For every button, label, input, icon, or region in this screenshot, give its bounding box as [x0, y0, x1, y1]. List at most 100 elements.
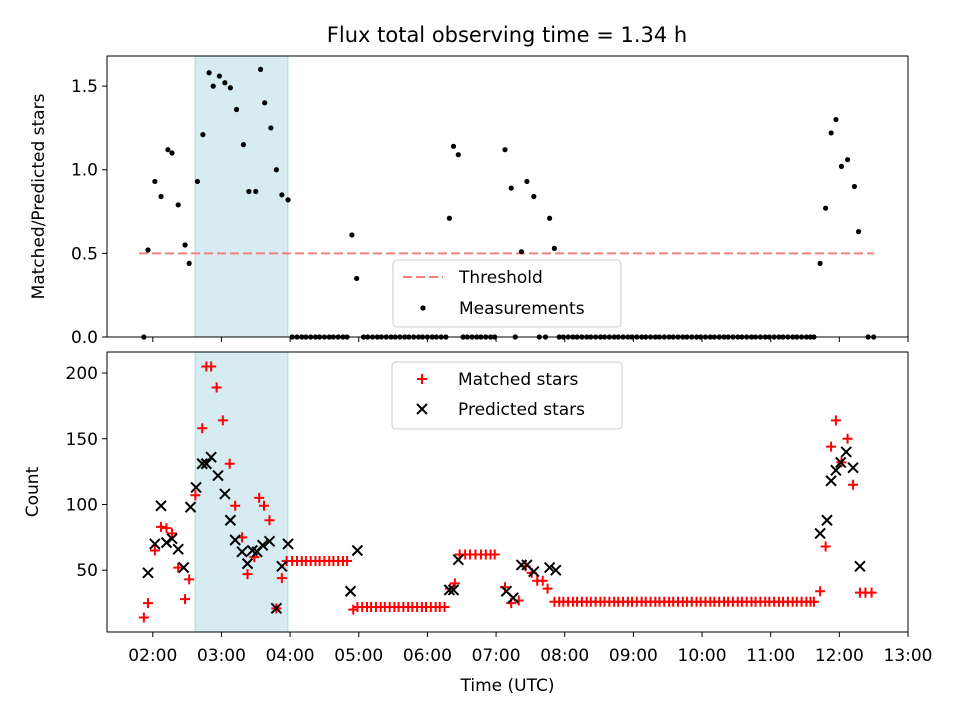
measurement-point: [216, 73, 222, 79]
predicted-star-point: [160, 536, 173, 549]
measurement-point: [210, 83, 216, 89]
x-tick-label: 12:00: [815, 646, 864, 666]
predicted-star-point: [452, 553, 465, 566]
measurement-point: [531, 193, 537, 200]
y-tick-label: 1.5: [71, 77, 98, 97]
matched-star-point: [264, 515, 275, 526]
matched-star-point: [826, 441, 837, 452]
predicted-star-point: [825, 475, 837, 487]
bottom-axes-frame: [106, 351, 909, 633]
x-tick-label: 07:00: [472, 646, 521, 666]
predicted-star-point: [219, 488, 231, 500]
measurement-point: [354, 275, 360, 282]
predicted-star-point: [256, 539, 269, 551]
x-tick-label: 06:00: [403, 646, 452, 666]
measurement-point: [349, 232, 355, 238]
matched-star-point: [808, 596, 819, 607]
top-axes-frame: [106, 55, 909, 338]
matched-star-point: [149, 545, 160, 556]
top-panel: 0.0 0.5 1.0 1.5 Matched/Predicted stars Thr…: [29, 55, 909, 348]
matched-star-point: [342, 556, 353, 567]
x-tick-label: 03:00: [197, 646, 246, 666]
predicted-star-point: [196, 458, 208, 470]
legend-threshold-label: Threshold: [458, 268, 543, 288]
bottom-x-axis: 02:00 03:00 04:00 05:00 06:00 07:00 08:00 09:00…: [128, 632, 933, 666]
predicted-star-point: [177, 561, 190, 574]
y-tick-label: 0.5: [71, 244, 98, 264]
measurement-point: [165, 147, 171, 153]
predicted-star-point: [263, 535, 276, 548]
matched-star-point: [830, 415, 841, 426]
measurement-point: [158, 193, 164, 200]
x-axis-label: Time (UTC): [460, 676, 555, 696]
measurement-point: [169, 150, 175, 156]
measurement-point: [186, 260, 192, 267]
measurement-point: [508, 185, 514, 191]
y-tick-label: 100: [66, 495, 98, 515]
top-y-axis: 0.0 0.5 1.0 1.5: [71, 77, 107, 348]
matched-star-point: [197, 423, 208, 434]
legend-predicted-swatch: [416, 403, 428, 415]
measurement-point: [200, 132, 206, 138]
measurement-point: [518, 249, 525, 255]
matched-star-point: [449, 578, 460, 589]
predicted-star-point: [344, 585, 357, 597]
matched-star-point: [217, 415, 228, 426]
measurement-point: [145, 247, 151, 253]
measurement-point: [855, 229, 862, 235]
predicted-star-point: [155, 500, 167, 512]
predicted-star-point: [835, 456, 847, 469]
predicted-star-point: [351, 544, 364, 557]
x-tick-label: 09:00: [609, 646, 658, 666]
y-tick-label: 200: [66, 364, 98, 384]
predicted-star-point: [149, 538, 161, 550]
matched-star-point: [489, 549, 500, 560]
matched-star-point: [180, 594, 191, 605]
measurement-point: [206, 70, 212, 76]
x-tick-label: 10:00: [678, 646, 727, 666]
measurement-point: [233, 106, 240, 113]
matched-star-point: [815, 586, 826, 597]
measurement-point: [262, 100, 268, 106]
predicted-star-point: [550, 564, 562, 576]
matched-star-point: [211, 382, 222, 393]
predicted-star-point: [847, 461, 859, 474]
x-tick-label: 05:00: [334, 646, 383, 666]
bottom-highlight-span: [194, 351, 289, 633]
predicted-star-point: [528, 565, 540, 578]
predicted-stars-series: [142, 446, 866, 615]
measurement-point: [279, 192, 285, 198]
x-tick-label: 11:00: [746, 646, 795, 666]
measurement-point: [547, 215, 553, 221]
y-tick-label: 0.0: [71, 328, 98, 348]
measurement-point: [455, 152, 461, 158]
matched-star-point: [848, 479, 859, 490]
predicted-star-point: [184, 501, 197, 513]
top-y-axis-label: Matched/Predicted stars: [29, 93, 49, 299]
measurement-point: [257, 66, 264, 72]
x-tick-label: 08:00: [540, 646, 589, 666]
predicted-star-point: [190, 481, 202, 494]
matched-star-point: [224, 458, 235, 469]
measurement-point: [246, 188, 252, 195]
x-tick-label: 13:00: [884, 646, 933, 666]
predicted-star-point: [854, 560, 866, 572]
matched-star-point: [206, 361, 217, 372]
measurement-point: [152, 178, 158, 185]
matched-star-point: [142, 598, 153, 609]
matched-star-point: [820, 541, 831, 552]
x-tick-label: 02:00: [128, 646, 177, 666]
measurement-point: [175, 202, 181, 208]
top-legend: Threshold Measurements: [392, 259, 622, 328]
matched-star-point: [439, 602, 450, 613]
predicted-star-point: [543, 561, 556, 574]
measurement-point: [817, 260, 823, 267]
matched-star-point: [190, 490, 201, 501]
measurement-point: [823, 205, 829, 211]
measurement-point: [828, 130, 834, 136]
bottom-panel: 50 100 150 200 02:00 03:00 04:00 05:00 06:00 07:…: [23, 351, 933, 696]
matched-star-point: [259, 500, 270, 511]
matched-star-point: [542, 583, 553, 594]
legend-matched-swatch: [417, 374, 427, 384]
matched-star-point: [138, 612, 149, 623]
